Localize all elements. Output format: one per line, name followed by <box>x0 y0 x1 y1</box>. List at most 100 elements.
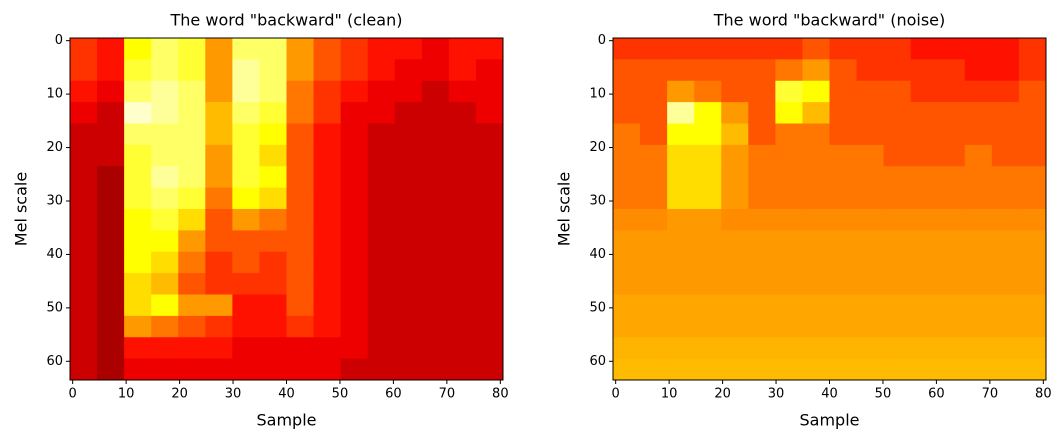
cell <box>1018 294 1047 317</box>
cell <box>448 59 477 82</box>
y-tick-label: 50 <box>46 300 63 315</box>
cell <box>910 315 939 338</box>
x-tick-label: 40 <box>821 387 838 402</box>
cell <box>883 187 912 210</box>
cell <box>340 166 369 189</box>
cell <box>802 166 830 189</box>
y-tick-label: 40 <box>589 247 606 262</box>
cell <box>394 187 423 210</box>
cell <box>313 166 342 189</box>
cell <box>910 251 939 274</box>
cell <box>178 337 206 360</box>
cell <box>124 209 152 231</box>
chart-title: The word "backward" (noise) <box>713 11 945 30</box>
cell <box>421 251 450 274</box>
cell <box>829 144 858 167</box>
cell <box>205 144 233 167</box>
cell <box>70 102 98 124</box>
cell <box>178 230 206 253</box>
cell <box>640 358 668 381</box>
cell <box>448 230 477 253</box>
cell <box>883 102 912 124</box>
cell <box>991 273 1020 295</box>
cell <box>667 230 695 253</box>
x-tick-label: 30 <box>225 387 242 402</box>
cell <box>694 251 722 274</box>
cell <box>313 59 342 82</box>
x-tick-label: 70 <box>439 387 456 402</box>
cell <box>910 187 939 210</box>
cell <box>313 187 342 210</box>
cell <box>694 273 722 295</box>
cell <box>70 251 98 274</box>
cell <box>856 166 885 189</box>
cell <box>340 102 369 124</box>
cell <box>883 251 912 274</box>
cell <box>1018 59 1047 82</box>
cell <box>367 358 396 381</box>
cell <box>640 273 668 295</box>
cell <box>964 123 993 146</box>
cell <box>613 273 641 295</box>
cell <box>991 59 1020 82</box>
cell <box>178 358 206 381</box>
cell <box>883 315 912 338</box>
x-tick-label: 80 <box>492 387 509 402</box>
cell <box>421 273 450 295</box>
cell <box>178 187 206 210</box>
cell <box>232 315 260 338</box>
y-tick-label: 0 <box>55 33 63 48</box>
cell <box>856 123 885 146</box>
cell <box>421 38 450 60</box>
cell <box>205 123 233 146</box>
cell <box>802 38 830 60</box>
cell <box>124 144 152 167</box>
cell <box>613 230 641 253</box>
cell <box>748 337 776 360</box>
cell <box>667 315 695 338</box>
cell <box>124 102 152 124</box>
cell <box>829 123 858 146</box>
cell <box>883 230 912 253</box>
cell <box>802 251 830 274</box>
cell <box>232 251 260 274</box>
cell <box>856 315 885 338</box>
cell <box>205 166 233 189</box>
cell <box>259 187 287 210</box>
cell <box>70 123 98 146</box>
cell <box>394 294 423 317</box>
cell <box>367 187 396 210</box>
cell <box>151 294 179 317</box>
cell <box>802 315 830 338</box>
cell <box>937 337 966 360</box>
cell <box>205 358 233 381</box>
cell <box>640 59 668 82</box>
cell <box>910 294 939 317</box>
cell <box>775 251 803 274</box>
cell <box>421 337 450 360</box>
cell <box>667 294 695 317</box>
cell <box>829 187 858 210</box>
cell <box>421 59 450 82</box>
cell <box>937 80 966 103</box>
cell <box>748 273 776 295</box>
cell <box>97 38 125 60</box>
cell <box>178 251 206 274</box>
cell <box>286 273 315 295</box>
cell <box>775 294 803 317</box>
cell <box>748 59 776 82</box>
cell <box>613 209 641 231</box>
cell <box>475 38 504 60</box>
cell <box>694 102 722 124</box>
cell <box>475 315 504 338</box>
cell <box>394 123 423 146</box>
cell <box>313 102 342 124</box>
cell <box>97 59 125 82</box>
cell <box>613 102 641 124</box>
cell <box>802 144 830 167</box>
x-tick-label: 50 <box>875 387 892 402</box>
y-tick-label: 40 <box>46 247 63 262</box>
cell <box>829 251 858 274</box>
cell <box>259 38 287 60</box>
cell <box>232 187 260 210</box>
